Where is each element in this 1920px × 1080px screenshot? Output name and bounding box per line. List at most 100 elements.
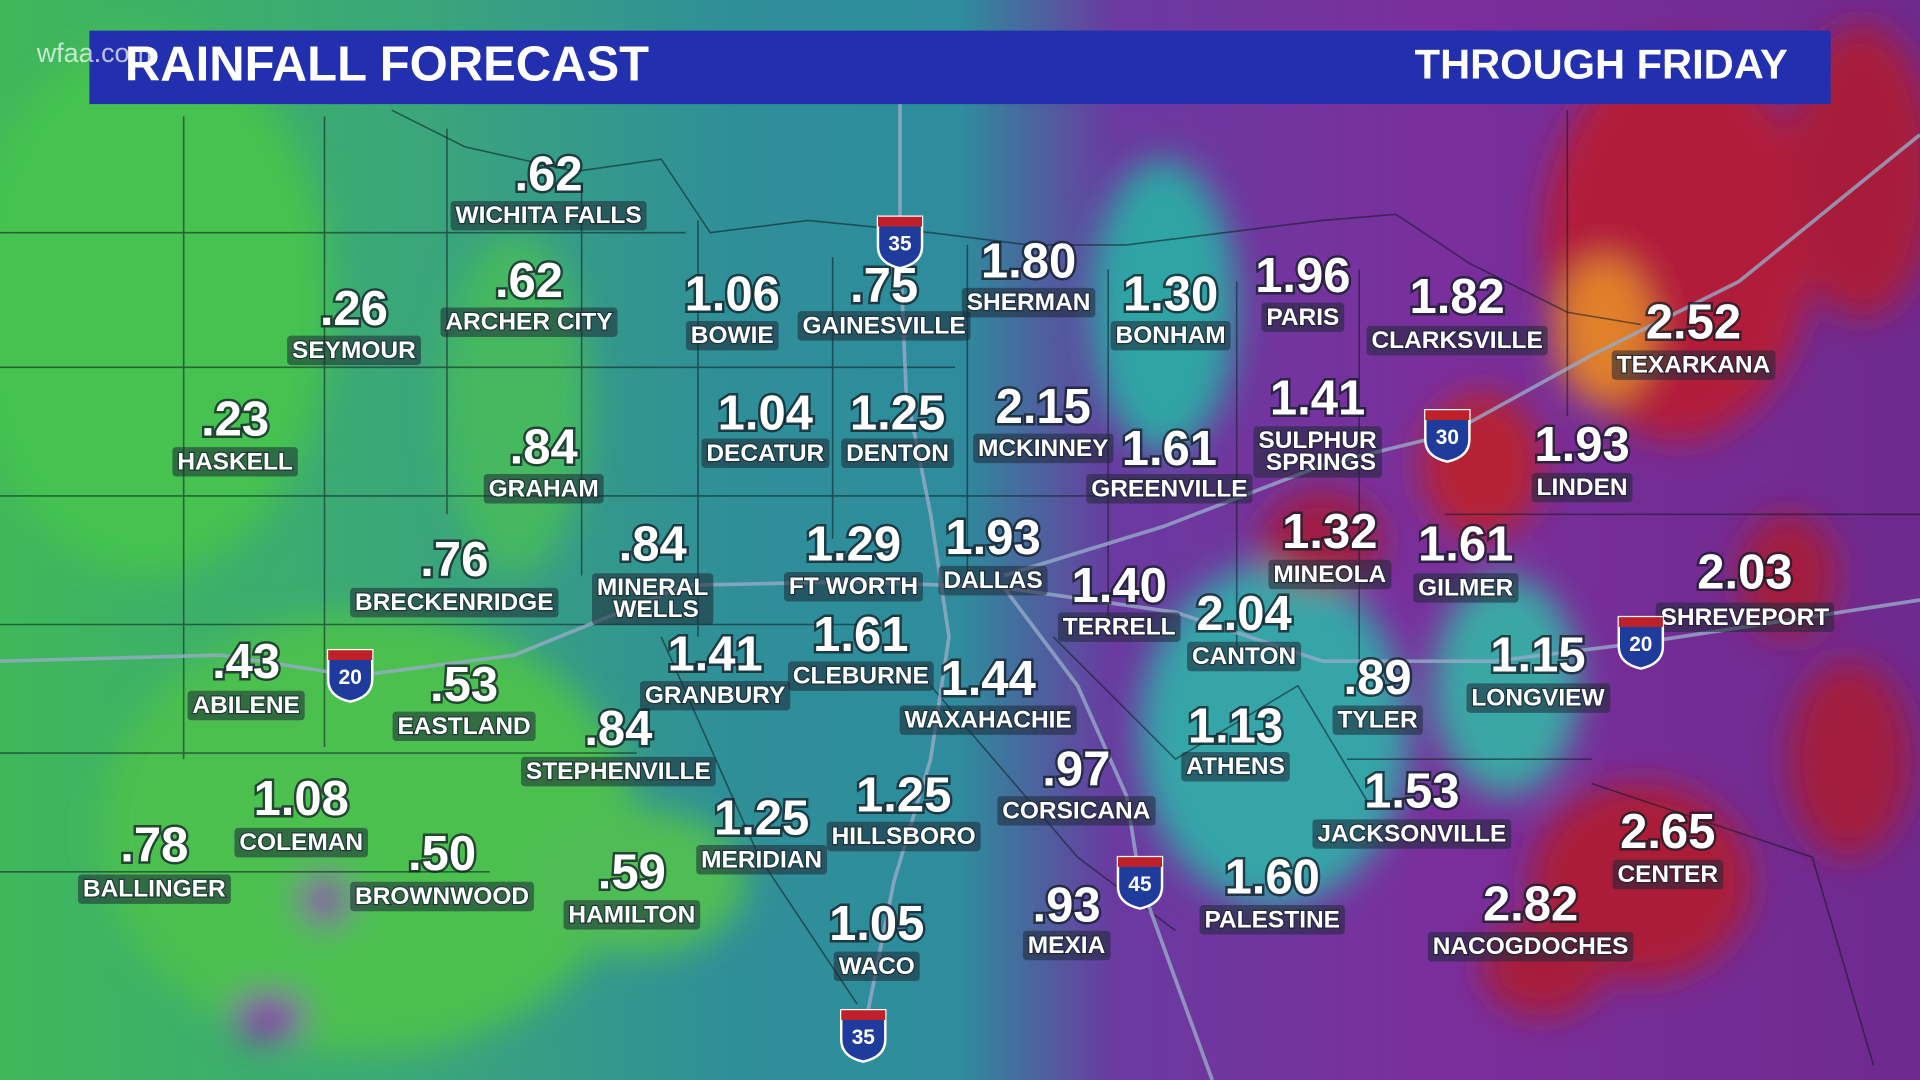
label-background bbox=[1312, 819, 1512, 849]
label-background bbox=[997, 796, 1156, 826]
highway-shield: 45 bbox=[1116, 855, 1164, 910]
shield-top bbox=[1117, 857, 1163, 867]
city-name: ATHENS bbox=[1186, 753, 1285, 780]
rain-amount: 1.05 bbox=[829, 897, 924, 951]
label-background bbox=[350, 587, 559, 618]
highway-number: 20 bbox=[339, 666, 362, 689]
label-background bbox=[639, 680, 791, 711]
rain-amount: 1.61 bbox=[813, 608, 908, 662]
city: BALLINGER .78 bbox=[78, 816, 231, 904]
city-name: SEYMOUR bbox=[292, 337, 416, 364]
rain-amount: 2.82 bbox=[1483, 877, 1578, 931]
rain-amount: 1.32 bbox=[1282, 505, 1377, 559]
label-background bbox=[483, 474, 604, 504]
city-name: GRANBURY bbox=[645, 682, 785, 709]
city-name: CANTON bbox=[1192, 643, 1296, 670]
city-name: WAXAHACHIE bbox=[905, 707, 1072, 734]
label-background bbox=[392, 711, 536, 742]
city: HAMILTON.59 bbox=[563, 843, 701, 930]
rain-amount: 2.52 bbox=[1646, 296, 1741, 350]
rain-amount: .93 bbox=[1032, 879, 1100, 933]
label-background bbox=[784, 571, 923, 602]
label-background bbox=[521, 756, 716, 787]
shield-top bbox=[841, 1010, 886, 1020]
city: GRAHAM.84 bbox=[483, 418, 604, 504]
city-name: TERRELL bbox=[1063, 614, 1176, 641]
city-name: BOWIE bbox=[691, 322, 774, 349]
highway-number: 30 bbox=[1436, 426, 1459, 449]
city-name: DALLAS bbox=[943, 567, 1042, 594]
city-name: SULPHUR SPRINGS bbox=[1258, 428, 1377, 477]
label-background bbox=[833, 951, 920, 982]
label-background bbox=[1466, 683, 1611, 713]
city-name: LONGVIEW bbox=[1471, 685, 1605, 712]
shield-shape bbox=[1424, 408, 1471, 463]
rain-amount: .97 bbox=[1042, 743, 1110, 797]
city-name: CENTER bbox=[1617, 861, 1718, 888]
city-name: GAINESVILLE bbox=[803, 312, 966, 339]
rain-amount: 2.04 bbox=[1196, 587, 1291, 641]
rain-amount: 1.41 bbox=[1270, 372, 1365, 426]
rain-amount: .50 bbox=[408, 827, 476, 881]
city-name: BROWNWOOD bbox=[355, 883, 529, 910]
label-background bbox=[187, 690, 305, 721]
label-background bbox=[172, 447, 298, 477]
label-background bbox=[1366, 325, 1548, 356]
city-name: GILMER bbox=[1418, 574, 1513, 601]
rain-amount: 1.13 bbox=[1188, 700, 1283, 754]
label-background bbox=[1268, 559, 1392, 590]
rain-amount: .84 bbox=[510, 421, 578, 475]
rain-amount: 1.40 bbox=[1072, 559, 1167, 613]
highway-number: 35 bbox=[852, 1026, 875, 1049]
city-name: PARIS bbox=[1266, 304, 1339, 331]
city: MINERAL WELLS.84 bbox=[592, 515, 714, 625]
rain-amount: .78 bbox=[120, 819, 188, 873]
label-background bbox=[1612, 859, 1724, 890]
city-name: EASTLAND bbox=[397, 713, 530, 740]
rain-amount: .62 bbox=[515, 147, 583, 201]
highway-number: 20 bbox=[1629, 633, 1652, 656]
shield-top bbox=[877, 216, 923, 227]
logo: wfaa.com bbox=[36, 38, 152, 68]
label-background bbox=[1531, 472, 1633, 503]
city-name: JACKSONVILLE bbox=[1317, 821, 1506, 848]
label-background bbox=[1261, 302, 1345, 333]
rain-amount: 2.15 bbox=[996, 380, 1091, 434]
label-background bbox=[1181, 751, 1290, 782]
rain-amount: .23 bbox=[201, 392, 269, 446]
rain-amount: 2.03 bbox=[1697, 545, 1792, 599]
label-background bbox=[1199, 905, 1345, 935]
city: COLEMAN 1.08 bbox=[234, 770, 368, 857]
city-name: DECATUR bbox=[706, 440, 824, 467]
rain-amount: .53 bbox=[430, 658, 498, 712]
shield-top bbox=[1618, 617, 1663, 627]
city-name: CORSICANA bbox=[1002, 797, 1151, 824]
label-background bbox=[1253, 426, 1382, 478]
title: RAINFALL FORECAST bbox=[125, 37, 649, 91]
city: CORSICANA.97 bbox=[997, 740, 1156, 826]
rain-amount: 1.30 bbox=[1123, 267, 1218, 321]
label-background bbox=[1611, 350, 1776, 380]
city: GILMER 1.61 bbox=[1413, 515, 1519, 603]
label-background bbox=[563, 900, 701, 930]
label-background bbox=[350, 881, 534, 912]
city-name: MEXIA bbox=[1028, 932, 1106, 959]
city-name: DENTON bbox=[846, 440, 949, 467]
city-name: HASKELL bbox=[177, 448, 293, 475]
label-background bbox=[826, 821, 981, 852]
city: TYLER.89 bbox=[1332, 648, 1423, 735]
city-name: FT WORTH bbox=[789, 573, 918, 600]
rain-amount: 1.29 bbox=[806, 517, 901, 571]
shield-top bbox=[328, 650, 373, 660]
city: ABILENE .43 bbox=[187, 632, 305, 721]
city-name: NACOGDOCHES bbox=[1433, 933, 1629, 960]
shield-shape bbox=[1116, 855, 1164, 910]
